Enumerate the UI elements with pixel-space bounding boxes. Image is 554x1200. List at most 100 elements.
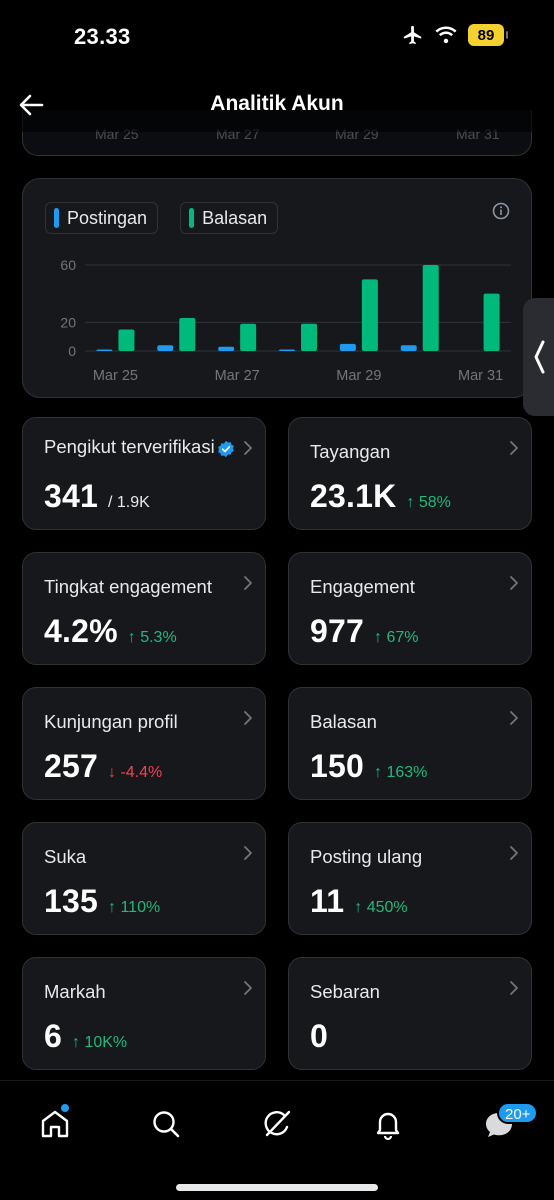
- arrow-up-icon: ↑: [374, 629, 387, 646]
- status-icons: 89: [402, 24, 508, 46]
- stat-value-row: 135 ↑ 110%: [44, 883, 160, 920]
- bar-postingan: [96, 349, 113, 351]
- activity-chart-card: 60 20 0 Mar 25 Mar 27 Mar 29 Mar 31 Postingan …: [22, 178, 532, 398]
- arrow-up-icon: ↑: [374, 764, 387, 781]
- messages-badge: 20+: [497, 1102, 539, 1124]
- grok-icon: [264, 1110, 291, 1137]
- stat-change: ↑ 10K%: [72, 1034, 127, 1052]
- stat-card-engagement[interactable]: Engagement 977 ↑ 67%: [288, 552, 532, 665]
- bar-balasan: [301, 323, 317, 351]
- info-icon: [492, 202, 510, 220]
- chevron-right-icon: [244, 441, 252, 455]
- bell-icon: [376, 1112, 400, 1141]
- stat-label: Tayangan: [310, 441, 391, 462]
- back-button[interactable]: [16, 90, 48, 120]
- stat-change: ↑ 450%: [354, 899, 407, 917]
- stat-card-replies[interactable]: Balasan 150 ↑ 163%: [288, 687, 532, 800]
- bar-postingan: [400, 345, 417, 351]
- tab-search[interactable]: [149, 1107, 183, 1141]
- y-tick-label: 60: [60, 257, 76, 273]
- stat-value: 341: [44, 478, 98, 514]
- stat-value-row: 341 / 1.9K: [44, 478, 150, 515]
- stat-change: ↑ 163%: [374, 764, 427, 782]
- x-tick-label: Mar 29: [336, 368, 381, 384]
- header: Analitik Akun: [0, 82, 554, 128]
- stat-label: Markah: [44, 981, 106, 1002]
- chart-legend: Postingan Balasan: [45, 202, 279, 234]
- stat-card-profile-visits[interactable]: Kunjungan profil 257 ↓ -4.4%: [22, 687, 266, 800]
- bar-balasan: [422, 265, 439, 351]
- arrow-up-icon: ↑: [108, 899, 121, 916]
- stat-label: Pengikut terverifikasi: [44, 436, 215, 457]
- bar-postingan: [339, 343, 356, 351]
- bar-postingan: [218, 346, 235, 351]
- stat-label: Suka: [44, 846, 87, 867]
- stat-value-row: 6 ↑ 10K%: [44, 1018, 127, 1055]
- stat-value-row: 257 ↓ -4.4%: [44, 748, 162, 785]
- arrow-left-icon: [19, 94, 44, 116]
- stat-label: Balasan: [310, 711, 377, 732]
- stat-change-value: 110%: [120, 899, 161, 916]
- stat-change: ↑ 67%: [374, 629, 418, 647]
- stat-value: 4.2%: [44, 613, 118, 649]
- stat-value: 11: [310, 883, 345, 919]
- chevron-right-icon: [244, 576, 252, 590]
- stat-label: Tingkat engagement: [44, 576, 212, 597]
- chevron-left-icon: [534, 340, 545, 374]
- stat-card-bookmarks[interactable]: Markah 6 ↑ 10K%: [22, 957, 266, 1070]
- stat-change: ↑ 110%: [108, 899, 160, 917]
- home-unread-dot: [61, 1104, 69, 1112]
- chevron-right-icon: [244, 711, 252, 725]
- y-tick-label: 0: [68, 343, 76, 359]
- tab-notifications[interactable]: [371, 1107, 405, 1141]
- previous-chart-tick: Mar 25: [95, 126, 139, 142]
- info-button[interactable]: [491, 201, 511, 221]
- home-indicator: [176, 1184, 378, 1191]
- x-tick-label: Mar 25: [93, 368, 138, 384]
- x-tick-label: Mar 31: [458, 368, 503, 384]
- home-icon: [41, 1110, 69, 1138]
- stat-value-row: 23.1K ↑ 58%: [310, 478, 451, 515]
- chevron-right-icon: [244, 846, 252, 860]
- legend-item-balasan[interactable]: Balasan: [180, 202, 279, 234]
- bar-balasan: [179, 318, 196, 351]
- stat-value: 23.1K: [310, 478, 397, 514]
- arrow-up-icon: ↑: [354, 899, 367, 916]
- stat-card-impressions[interactable]: Tayangan 23.1K ↑ 58%: [288, 417, 532, 530]
- stat-change-value: 10K%: [84, 1034, 128, 1051]
- search-icon: [153, 1111, 180, 1138]
- stat-change-value: 67%: [386, 629, 419, 646]
- legend-swatch-blue: [54, 208, 59, 228]
- legend-item-postingan[interactable]: Postingan: [45, 202, 159, 234]
- bottom-tab-bar: [0, 1080, 554, 1200]
- stat-label: Posting ulang: [310, 846, 423, 867]
- battery-icon: 89: [468, 24, 508, 46]
- stat-card-engagement-rate[interactable]: Tingkat engagement 4.2% ↑ 5.3%: [22, 552, 266, 665]
- wifi-icon: [435, 26, 457, 44]
- stat-value: 6: [44, 1018, 62, 1054]
- stat-change-value: 5.3%: [140, 629, 177, 646]
- tab-grok[interactable]: [260, 1107, 294, 1141]
- chevron-right-icon: [510, 711, 518, 725]
- stat-card-shares[interactable]: Sebaran 0: [288, 957, 532, 1070]
- stat-card-verified-followers[interactable]: Pengikut terverifikasi 341 / 1.9K: [22, 417, 266, 530]
- stat-card-likes[interactable]: Suka 135 ↑ 110%: [22, 822, 266, 935]
- airplane-icon: [403, 25, 422, 45]
- stat-change: ↓ -4.4%: [108, 764, 162, 782]
- status-bar: 23.33 89: [0, 0, 554, 72]
- previous-chart-tick: Mar 27: [216, 126, 260, 142]
- stat-value: 257: [44, 748, 98, 784]
- tab-home[interactable]: [38, 1107, 72, 1141]
- side-panel-handle[interactable]: [523, 298, 554, 416]
- stat-card-reposts[interactable]: Posting ulang 11 ↑ 450%: [288, 822, 532, 935]
- stat-label: Kunjungan profil: [44, 711, 178, 732]
- bar-postingan: [279, 349, 295, 351]
- x-tick-label: Mar 27: [215, 368, 260, 384]
- stat-change: ↑ 5.3%: [128, 629, 177, 647]
- stat-change: ↑ 58%: [406, 494, 450, 512]
- bar-balasan: [118, 329, 135, 351]
- y-tick-label: 20: [60, 314, 76, 330]
- stat-value-row: 0: [310, 1018, 328, 1055]
- status-time: 23.33: [74, 24, 131, 49]
